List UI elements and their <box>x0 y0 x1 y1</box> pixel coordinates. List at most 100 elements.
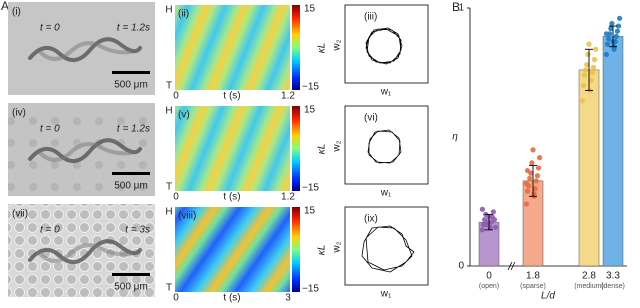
kymograph-label: (v) <box>178 110 190 121</box>
head-label: H <box>165 5 172 16</box>
data-point <box>491 216 498 223</box>
x-label: t (s) <box>223 91 240 102</box>
colorbar <box>292 106 300 191</box>
data-point <box>604 41 611 47</box>
data-point <box>579 98 586 104</box>
scale-bar <box>112 172 150 175</box>
phase-y-label: w₂ <box>332 241 343 253</box>
time-start: t = 0 <box>40 23 60 34</box>
tail-label: T <box>166 81 172 92</box>
data-point <box>603 51 610 58</box>
x-label: t (s) <box>223 293 240 303</box>
phase-y-label: w₂ <box>332 39 343 51</box>
kymograph <box>175 106 290 191</box>
data-point <box>588 77 594 83</box>
x-tick-label: 0 <box>486 271 492 282</box>
colorbar <box>292 5 300 90</box>
data-point <box>523 201 530 207</box>
phase-box <box>344 206 429 286</box>
time-start: t = 0 <box>40 124 60 135</box>
data-point <box>534 173 541 179</box>
y-tick-label: 0 <box>458 261 464 272</box>
phase-label: (iii) <box>364 12 377 23</box>
phase-y-label: w₂ <box>332 140 343 152</box>
data-point <box>580 82 587 88</box>
data-point <box>493 224 499 230</box>
data-point <box>524 167 531 174</box>
colorbar-label: κL <box>317 144 328 155</box>
x-axis-label: L/d <box>541 291 555 302</box>
colorbar-min: −15 <box>302 183 319 194</box>
colorbar-min: −15 <box>302 82 319 93</box>
kymograph-label: (ii) <box>178 9 189 20</box>
colorbar-label: κL <box>317 43 328 54</box>
kymograph <box>175 207 290 292</box>
data-point <box>584 62 590 68</box>
phase-label: (ix) <box>364 214 378 225</box>
data-point <box>606 36 612 42</box>
data-point <box>603 31 610 37</box>
x-start: 0 <box>173 192 179 203</box>
colorbar <box>292 207 300 292</box>
tail-label: T <box>166 182 172 193</box>
time-end: t = 3s <box>125 225 150 236</box>
data-point <box>524 188 531 194</box>
colorbar-label: κL <box>317 245 328 256</box>
x-tick-note: (dense) <box>601 283 625 290</box>
head-label: H <box>165 106 172 117</box>
data-point <box>533 178 539 184</box>
phase-loop <box>361 225 415 273</box>
data-point <box>583 67 589 73</box>
worm <box>28 138 142 163</box>
data-point <box>609 20 615 27</box>
time-end: t = 1.2s <box>117 23 150 34</box>
x-end: 1.2 <box>281 192 295 203</box>
head-label: H <box>165 207 172 218</box>
panel-label: A <box>1 0 9 13</box>
phase-x-label: w₁ <box>380 87 392 98</box>
phase-loop <box>365 27 403 65</box>
data-point <box>527 175 533 181</box>
x-label: t (s) <box>223 192 240 203</box>
axis-break <box>510 261 516 271</box>
phase-box <box>344 105 429 185</box>
data-point <box>531 191 537 197</box>
colorbar-min: −15 <box>302 284 319 295</box>
worm-late <box>38 142 132 162</box>
data-point <box>532 186 538 192</box>
tail-label: T <box>166 283 172 294</box>
data-point <box>613 33 619 39</box>
scale-bar-label: 500 μm <box>114 80 148 91</box>
image-label: (i) <box>12 7 21 18</box>
scale-bar-label: 500 μm <box>114 181 148 192</box>
phase-label: (vi) <box>364 113 378 124</box>
data-point <box>582 72 588 78</box>
kymograph-label: (viii) <box>178 211 196 222</box>
data-point <box>537 155 543 161</box>
data-point <box>490 209 496 215</box>
data-point <box>523 180 530 187</box>
data-point <box>529 160 535 166</box>
data-point <box>586 41 592 47</box>
x-end: 1.2 <box>281 91 295 102</box>
data-point <box>608 26 614 32</box>
x-start: 0 <box>173 293 179 303</box>
data-point <box>590 64 597 70</box>
time-start: t = 0 <box>40 225 60 236</box>
colorbar-max: 15 <box>304 105 316 116</box>
bar <box>602 36 624 267</box>
data-point <box>591 57 598 63</box>
x-tick-note: (open) <box>479 283 499 290</box>
panel-label: B <box>452 0 460 14</box>
colorbar-max: 15 <box>304 206 316 217</box>
data-point <box>617 15 623 21</box>
data-point <box>485 219 491 225</box>
worm <box>28 37 142 62</box>
phase-box <box>344 4 429 84</box>
scale-bar <box>112 273 150 276</box>
worm-late <box>38 41 132 61</box>
phase-x-label: w₁ <box>380 289 392 300</box>
data-point <box>530 147 536 153</box>
colorbar-max: 15 <box>304 4 316 15</box>
